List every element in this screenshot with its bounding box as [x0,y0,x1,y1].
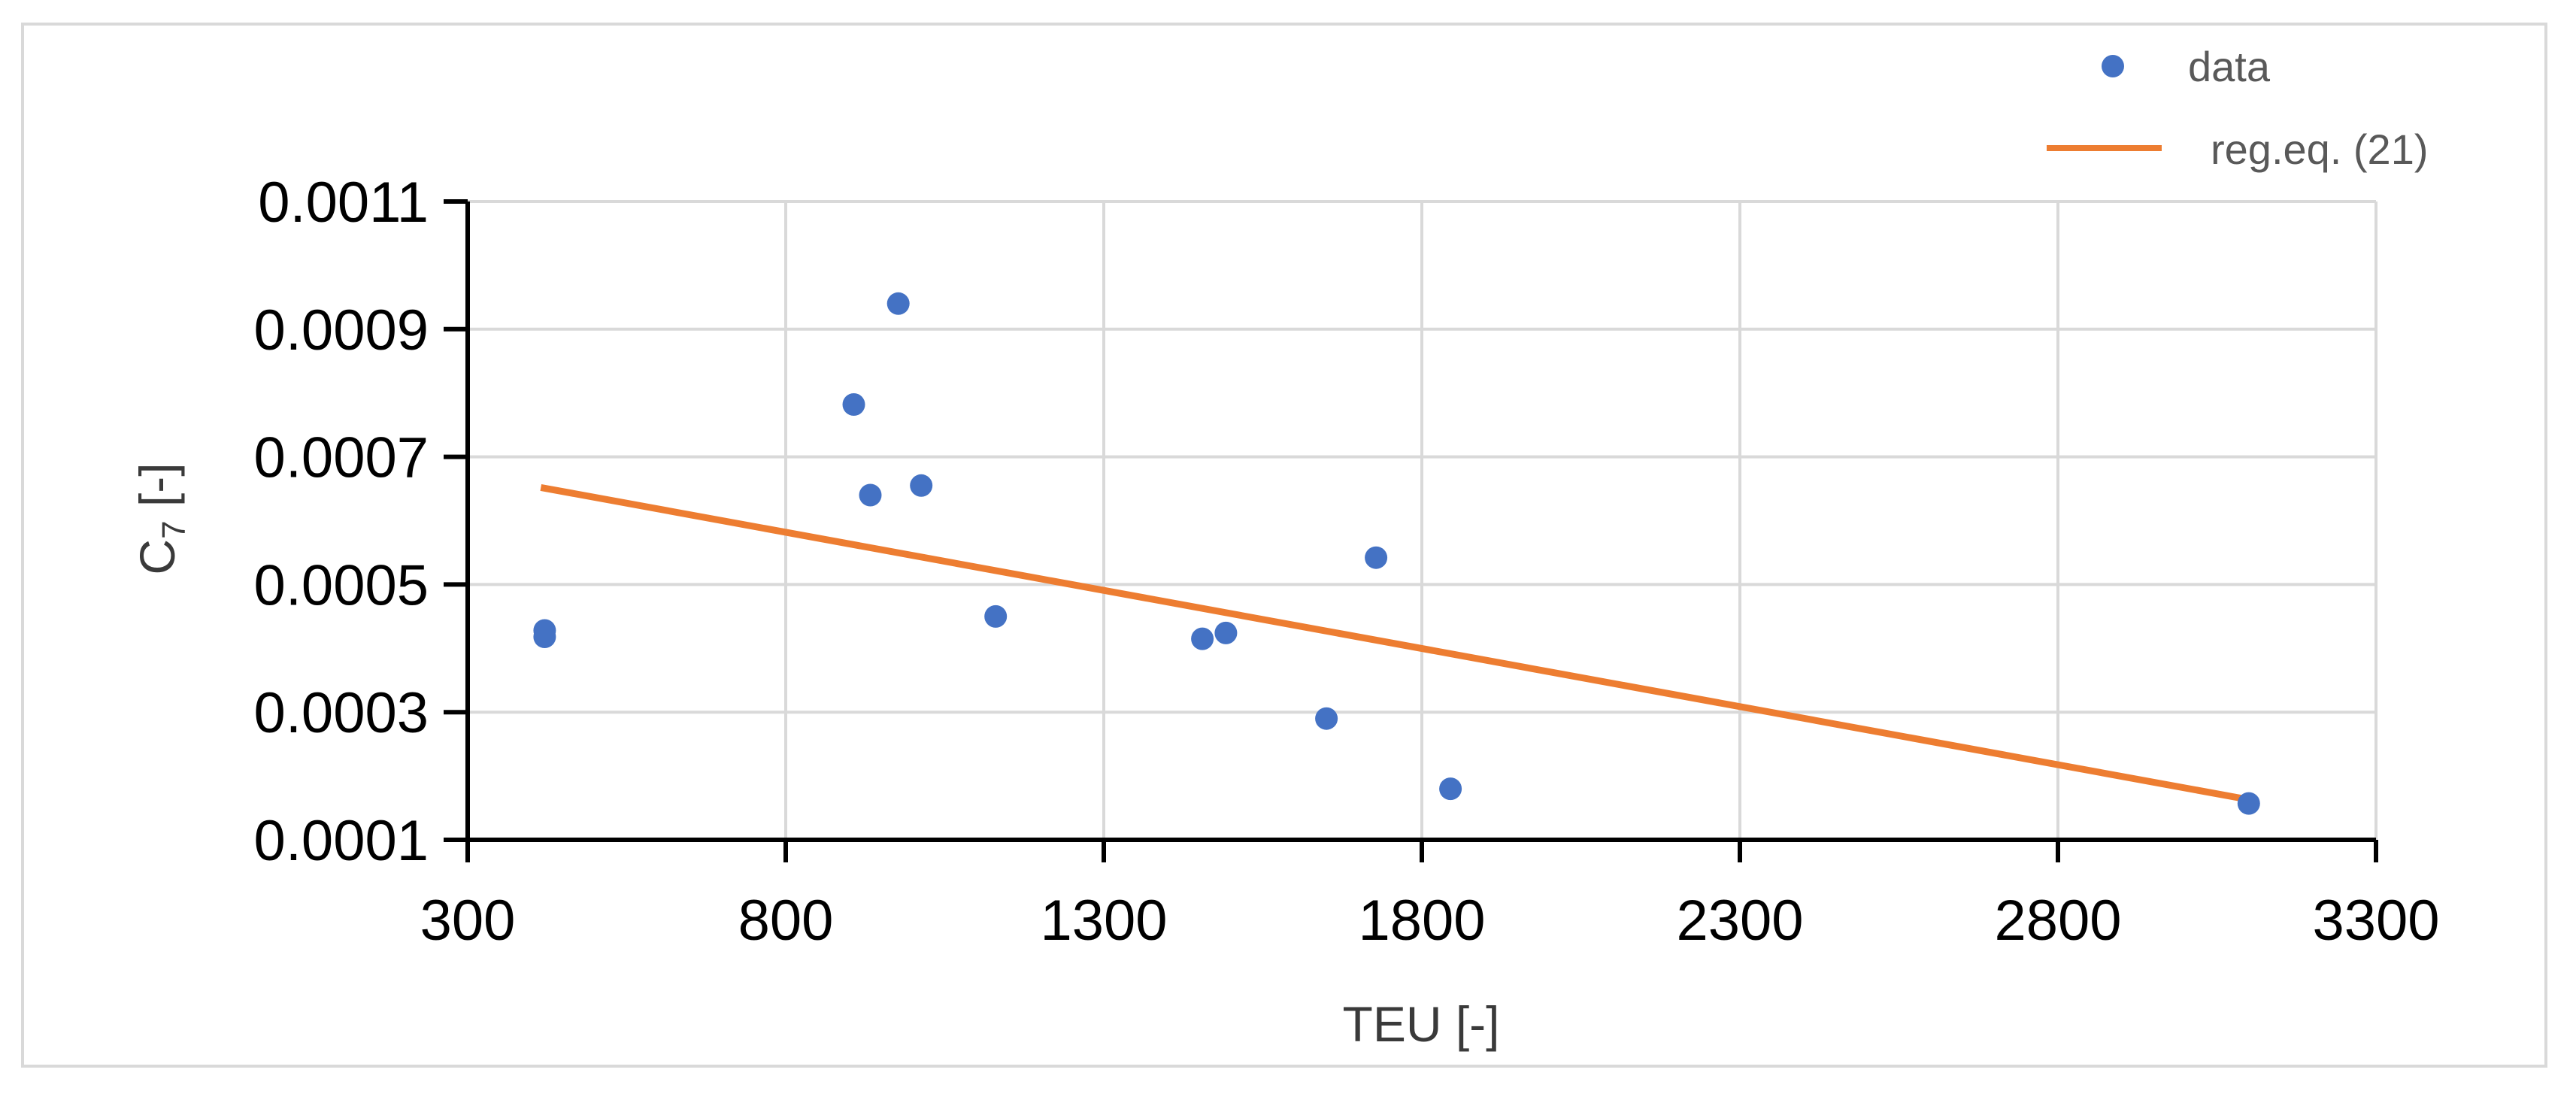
data-point [910,474,933,497]
x-axis-title: TEU [-] [1343,996,1500,1052]
y-axis-title-main: C [129,539,185,575]
y-tick-label: 0.0011 [258,171,429,235]
y-tick-label: 0.0007 [254,426,429,490]
y-tick-label: 0.0001 [254,809,429,873]
y-axis-title: C7 [-] [129,462,192,574]
data-point [984,604,1008,628]
x-tick-label: 2300 [1676,889,1803,953]
data-point [2237,792,2260,815]
data-point [1214,621,1238,644]
tick-labels: 0.0001 0.0003 0.0005 0.0007 0.0009 0.0011 300 8… [254,171,2440,953]
grid [468,200,2377,840]
legend-data-label: data [2188,43,2271,90]
data-point [842,393,865,416]
x-tick-label: 2800 [1994,889,2121,953]
data-point [1191,627,1214,650]
regression-line [540,483,2250,803]
series [533,292,2260,815]
x-tick-label: 1300 [1040,889,1167,953]
chart-frame [21,23,2547,1068]
data-point [533,626,556,648]
data-point [886,292,910,315]
y-tick-label: 0.0003 [254,681,429,745]
y-axis-title-suffix: [-] [129,462,185,520]
x-tick-label: 1800 [1358,889,1485,953]
y-tick-label: 0.0009 [254,298,429,362]
y-axis-title-subscript: 7 [156,520,192,538]
data-point [859,483,882,507]
data-point [1365,546,1388,569]
x-tick-label: 3300 [2312,889,2439,953]
axes [444,199,2378,862]
data-point [1439,777,1462,801]
legend: data reg.eq. (21) [2047,43,2429,173]
x-tick-label: 800 [738,889,834,953]
data-point [1315,707,1338,730]
y-tick-label: 0.0005 [254,553,429,617]
legend-regression-label: reg.eq. (21) [2211,126,2429,173]
x-tick-label: 300 [420,889,516,953]
legend-data-marker [2102,55,2124,77]
